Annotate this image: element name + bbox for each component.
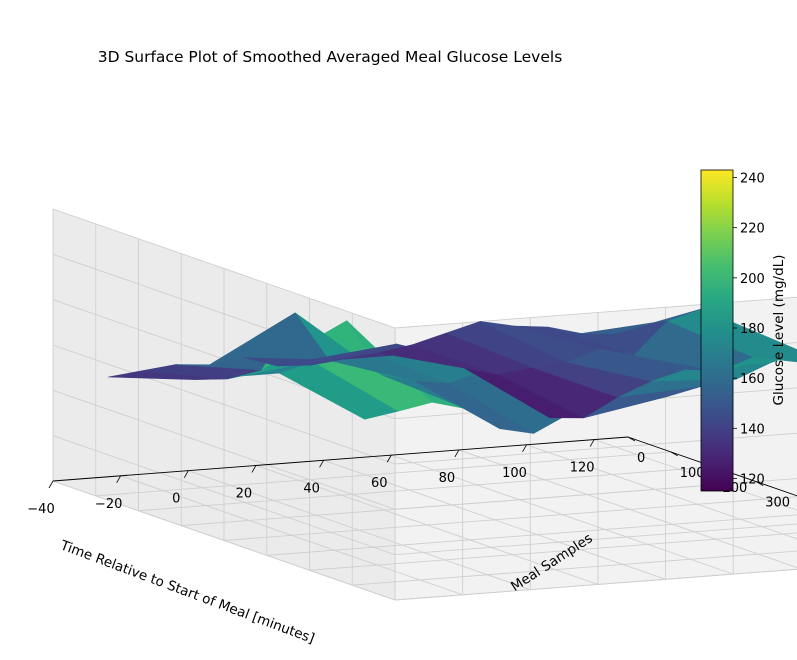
colorbar-ticks: 120 140 160 180 200 220 240 [733, 172, 765, 487]
x-tick-mark [319, 460, 324, 468]
wall-grid-z [52, 208, 797, 329]
wall-grid-z [52, 344, 797, 465]
colorbar-tick-label: 200 [740, 272, 765, 287]
x-tick-label: 80 [439, 471, 456, 486]
wall-grid-z [52, 389, 797, 510]
y-tick-label: 100 [680, 466, 705, 481]
x-tick-label: 20 [236, 486, 253, 501]
x-tick-label: −20 [95, 497, 122, 512]
x-tick-mark [386, 454, 392, 463]
x-tick-mark [183, 470, 189, 478]
colorbar-label: Glucose Level (mg/dL) [771, 255, 787, 406]
x-tick-label: −40 [27, 502, 54, 517]
x-tick-label: 0 [172, 492, 180, 507]
y-tick-mark [627, 436, 636, 442]
colorbar-tick-label: 120 [740, 472, 765, 487]
x-tick-mark [522, 444, 527, 452]
colorbar-tick-label: 160 [740, 372, 765, 387]
x-tick-label: 40 [303, 481, 320, 496]
y-tick-label: 300 [765, 496, 790, 511]
floor-grid-y [95, 451, 671, 497]
y-tick-mark [756, 481, 764, 486]
surface-mesh [107, 308, 797, 434]
x-tick-mark [251, 465, 257, 473]
axis-lines [52, 436, 797, 497]
colorbar-tick-label: 140 [740, 422, 765, 437]
x-axis-line [52, 436, 629, 482]
x-axis-ticks: −40 −20 0 20 40 60 80 100 120 [27, 439, 595, 517]
wall-grid-z [52, 299, 797, 420]
chart-title: 3D Surface Plot of Smoothed Averaged Mea… [98, 48, 563, 66]
colorbar: 120 140 160 180 200 220 240 Glucose Level (mg/… [700, 169, 787, 492]
wall-grid-z [52, 435, 797, 556]
y-tick-mark [670, 451, 678, 457]
wall-grid-z [52, 480, 797, 601]
floor-grid-y [266, 514, 797, 556]
y-tick-label: 0 [637, 451, 645, 466]
x-tick-mark [48, 480, 54, 489]
floor-grid-y [352, 550, 797, 586]
floor-grid-y [223, 496, 797, 541]
colorbar-gradient [700, 169, 734, 492]
floor-grid-y [309, 532, 797, 571]
colorbar-tick-label: 240 [740, 172, 765, 187]
x-tick-label: 100 [502, 466, 527, 481]
x-tick-mark [589, 439, 595, 447]
y-axis-line [627, 436, 797, 497]
colorbar-tick-label: 180 [740, 322, 765, 337]
x-tick-label: 60 [371, 476, 388, 491]
x-tick-mark [116, 475, 121, 484]
colorbar-tick-label: 220 [740, 222, 765, 237]
floor-grid-y [138, 466, 714, 512]
x-tick-mark [454, 449, 460, 458]
x-tick-label: 120 [570, 461, 595, 476]
